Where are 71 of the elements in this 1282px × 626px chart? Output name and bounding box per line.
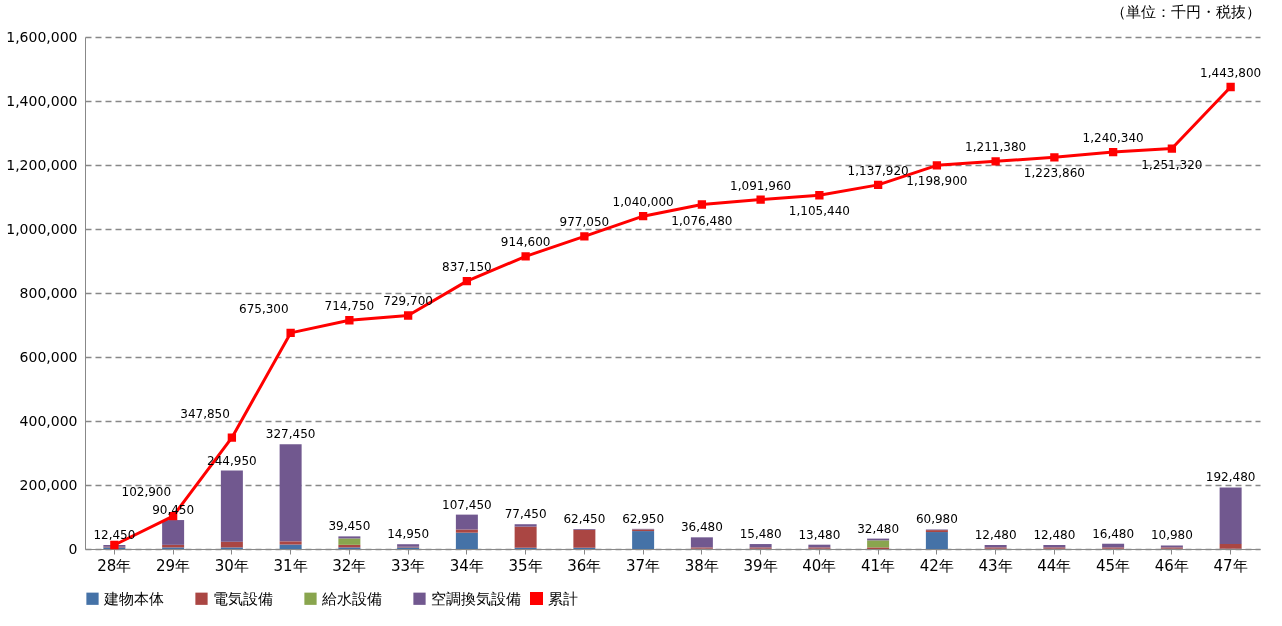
y-tick-label: 600,000 [19, 348, 78, 365]
x-tick-label: 34年 [449, 556, 484, 575]
total-label: 107,450 [442, 497, 492, 512]
data-label: 1,040,000 [612, 195, 674, 210]
data-label: 1,240,340 [1082, 131, 1144, 146]
total-label: 12,480 [1033, 528, 1076, 543]
y-tick-label: 1,000,000 [6, 220, 78, 237]
x-tick-label: 47年 [1213, 556, 1248, 575]
data-label: 1,211,380 [965, 140, 1027, 155]
data-label: 1,198,900 [906, 174, 968, 189]
total-label: 10,980 [1150, 528, 1193, 543]
text: （単位：千円・税抜） [1111, 3, 1262, 21]
total-label: 77,450 [504, 507, 547, 522]
total-label: 15,480 [739, 527, 782, 542]
y-tick-label: 400,000 [19, 412, 78, 429]
data-label: 1,105,440 [788, 204, 850, 219]
x-tick-label: 29年 [156, 556, 191, 575]
legend-label: 建物本体 [103, 589, 164, 608]
data-label: 102,900 [121, 485, 172, 500]
y-tick-label: 1,200,000 [6, 156, 78, 173]
x-tick-label: 31年 [273, 556, 308, 575]
legend-label: 給水設備 [321, 589, 382, 608]
legend-label: 空調換気設備 [431, 589, 521, 608]
total-label: 14,950 [387, 527, 430, 542]
total-label: 12,450 [93, 528, 136, 543]
x-tick-label: 43年 [978, 556, 1013, 575]
y-tick-label: 200,000 [19, 476, 78, 493]
total-label: 12,480 [974, 528, 1017, 543]
data-label: 729,700 [383, 294, 433, 309]
x-tick-label: 36年 [567, 556, 602, 575]
data-label: 914,600 [500, 235, 551, 250]
total-label: 36,480 [680, 520, 723, 535]
data-label: 714,750 [324, 299, 375, 314]
x-tick-label: 37年 [626, 556, 661, 575]
total-label: 39,450 [328, 519, 371, 534]
x-tick-label: 30年 [214, 556, 249, 575]
x-tick-label: 42年 [919, 556, 954, 575]
data-label: 837,150 [442, 260, 492, 275]
data-label: 977,050 [559, 215, 610, 230]
x-tick-label: 44年 [1037, 556, 1072, 575]
data-label: 1,443,800 [1200, 65, 1262, 80]
x-tick-label: 41年 [861, 556, 896, 575]
legend-label: 電気設備 [213, 589, 273, 608]
y-tick-label: 800,000 [19, 284, 78, 301]
x-tick-label: 38年 [684, 556, 719, 575]
total-label: 327,450 [265, 427, 316, 442]
total-label: 32,480 [857, 521, 900, 536]
total-label: 192,480 [1205, 470, 1256, 485]
x-tick-label: 35年 [508, 556, 543, 575]
x-tick-label: 28年 [97, 556, 132, 575]
x-tick-label: 39年 [743, 556, 778, 575]
x-tick-label: 33年 [391, 556, 426, 575]
x-tick-label: 32年 [332, 556, 367, 575]
data-label: 1,251,320 [1141, 157, 1203, 172]
x-tick-label: 45年 [1096, 556, 1131, 575]
y-tick-label: 1,400,000 [6, 92, 78, 109]
data-label: 675,300 [239, 301, 289, 316]
data-label: 1,076,480 [671, 213, 733, 228]
x-tick-label: 40年 [802, 556, 837, 575]
total-label: 62,450 [563, 512, 606, 527]
data-label: 1,091,960 [730, 178, 792, 193]
legend-label: 累計 [548, 589, 578, 608]
data-label: 1,223,860 [1023, 166, 1085, 181]
y-tick-label: 1,600,000 [6, 28, 78, 45]
data-label: 347,850 [180, 406, 230, 421]
total-label: 16,480 [1092, 526, 1135, 541]
total-label: 62,950 [622, 511, 665, 526]
total-label: 13,480 [798, 527, 841, 542]
x-tick-label: 46年 [1154, 556, 1189, 575]
y-tick-label: 0 [68, 540, 78, 557]
total-label: 60,980 [915, 512, 958, 527]
